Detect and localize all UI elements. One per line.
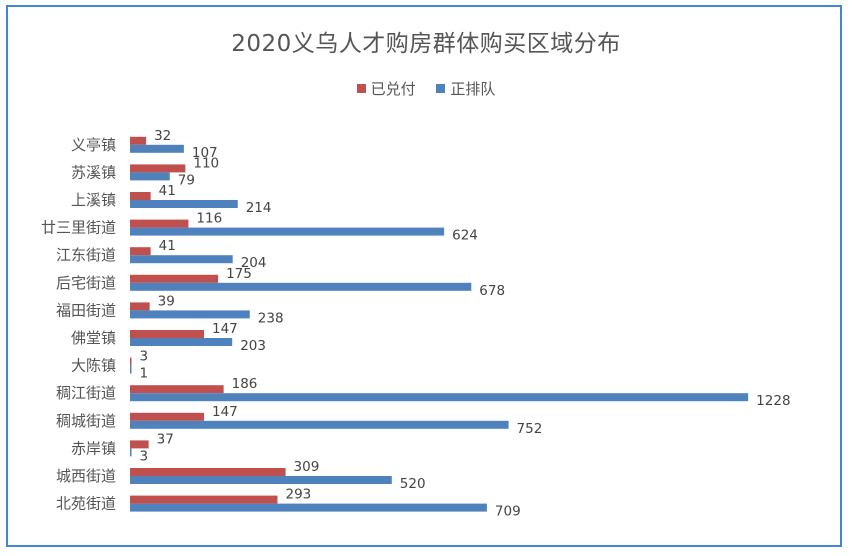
data-label: 107 [192,145,218,161]
category-label: 廿三里街道 [41,219,116,237]
bar-queue [130,476,392,484]
legend-label-paid: 已兑付 [370,80,416,98]
legend-swatch-queue [436,84,446,93]
bar-queue [130,448,132,457]
bar-paid [130,274,219,283]
data-label: 203 [240,338,266,354]
bar-queue [130,255,233,264]
category-label: 稠城街道 [56,412,116,430]
legend-item-queue: 正排队 [436,78,495,99]
bar-queue [130,200,238,208]
bar-queue [130,393,749,402]
data-label: 186 [232,376,258,392]
data-label: 79 [178,172,195,188]
bar-queue [130,503,487,512]
data-label: 678 [479,283,505,299]
chart-title: 2020义乌人才购房群体购买区域分布 [231,31,621,57]
bar-paid [130,440,149,449]
bar-paid [130,164,186,173]
data-label: 116 [196,211,222,227]
bar-paid [130,247,151,256]
legend-label-queue: 正排队 [450,80,496,98]
data-label: 41 [159,183,176,199]
data-label: 3 [140,349,149,365]
legend-swatch-paid [356,84,366,93]
bar-queue [130,420,509,429]
data-label: 1 [140,366,149,382]
data-label: 32 [154,128,171,144]
bar-paid [130,219,189,228]
data-label: 309 [294,459,320,475]
bar-queue [130,310,250,319]
data-label: 204 [241,255,267,271]
data-label: 214 [246,200,272,216]
data-label: 238 [258,310,284,326]
bar-queue [130,227,445,236]
category-label: 赤岸镇 [71,439,116,457]
data-label: 39 [158,293,175,309]
category-label: 福田街道 [56,301,116,319]
data-label: 37 [157,431,174,447]
bar-paid [130,357,132,366]
category-label: 佛堂镇 [71,329,116,347]
bar-paid [130,468,286,476]
data-label: 624 [452,228,478,244]
bar-paid [130,495,278,504]
bar-queue [130,144,184,153]
data-label: 147 [212,404,238,420]
category-label: 北苑街道 [56,495,116,513]
data-label: 41 [159,238,176,254]
category-label: 后宅街道 [56,274,116,292]
category-label: 义亭镇 [71,136,116,154]
bar-paid [130,385,224,394]
data-label: 709 [495,504,521,520]
bar-paid [130,136,147,145]
category-label: 稠江街道 [56,384,116,402]
data-label: 520 [400,476,426,492]
data-label: 293 [285,487,311,503]
bar-queue [130,172,170,181]
legend-item-paid: 已兑付 [356,78,416,99]
data-label: 752 [517,421,543,437]
bar-paid [130,302,150,311]
bar-paid [130,412,204,421]
legend: 已兑付 正排队 [0,78,852,99]
bar-queue [130,282,472,291]
bar-paid [130,330,204,338]
data-label: 175 [226,266,252,282]
data-label: 110 [193,155,219,171]
data-label: 1228 [756,393,790,409]
category-label: 江东街道 [56,246,116,264]
data-label: 147 [212,321,238,337]
category-label: 城西街道 [56,467,116,485]
bar-paid [130,192,151,200]
category-label: 上溪镇 [71,191,116,209]
category-label: 苏溪镇 [71,163,116,181]
data-label: 3 [140,448,149,464]
bar-queue [130,365,132,374]
category-label: 大陈镇 [71,357,116,375]
bar-queue [130,338,233,346]
